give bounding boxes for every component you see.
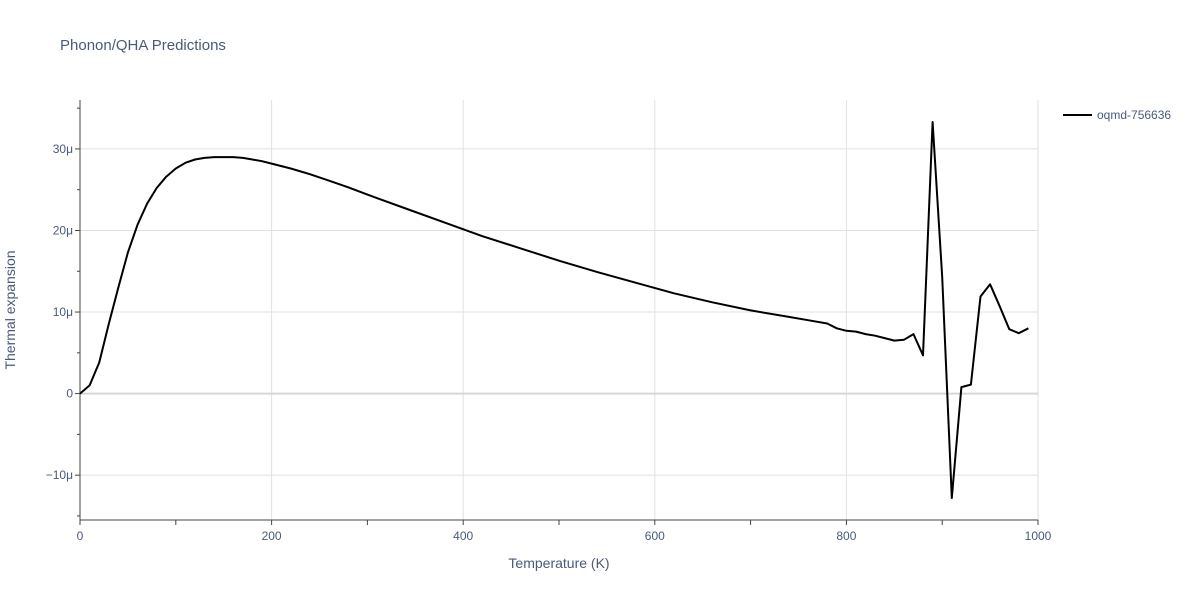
x-tick-label: 600 <box>645 529 665 543</box>
y-tick-label: 20μ <box>53 223 73 237</box>
x-tick-label: 200 <box>262 529 282 543</box>
y-tick-label: 30μ <box>53 142 73 156</box>
series-line[interactable] <box>79 121 1029 499</box>
axes-layer: 0 200 400 600 800 1000 −10μ 0 10μ 20μ 30μ <box>46 100 1052 543</box>
series-layer <box>79 121 1029 499</box>
x-tick-label: 1000 <box>1025 529 1052 543</box>
y-tick-label: 10μ <box>53 305 73 319</box>
y-axis-label: Thermal expansion <box>2 250 18 369</box>
x-tick-label: 0 <box>77 529 84 543</box>
y-tick-label: −10μ <box>46 468 73 482</box>
x-axis-label: Temperature (K) <box>508 555 609 571</box>
x-tick-label: 400 <box>453 529 473 543</box>
x-tick-label: 800 <box>836 529 856 543</box>
grid-layer <box>80 100 1039 520</box>
legend-label: oqmd-756636 <box>1097 108 1171 122</box>
chart-title: Phonon/QHA Predictions <box>60 37 226 54</box>
y-tick-label: 0 <box>66 387 73 401</box>
legend[interactable]: oqmd-756636 <box>1063 108 1171 122</box>
